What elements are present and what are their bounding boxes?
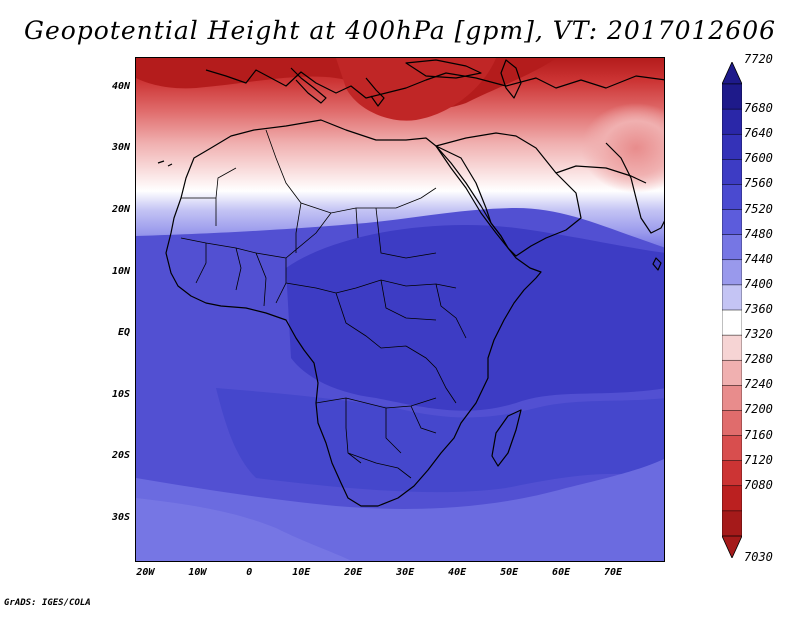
- coastline-layer: [157, 59, 664, 507]
- field-india-warm-anomaly: [581, 103, 664, 193]
- colorbar-segment: [722, 284, 742, 311]
- colorbar-level-label: 7640: [744, 126, 773, 141]
- field-northern-gradient: [136, 58, 664, 248]
- lon-tick-label: 50E: [500, 567, 519, 578]
- map-plot-area[interactable]: [135, 57, 665, 562]
- colorbar-level-label: 7520: [744, 201, 773, 216]
- colorbar-level-label: 7720: [744, 52, 773, 66]
- lon-tick-label: 10E: [292, 567, 311, 578]
- europe-coastline: [205, 69, 664, 99]
- colorbar-level-label: 7120: [744, 452, 773, 467]
- lon-tick-label: 20W: [136, 567, 155, 578]
- colorbar-segment: [722, 510, 742, 537]
- colorbar-level-label: 7560: [744, 176, 773, 191]
- map-title: Geopotential Height at 400hPa [gpm], VT:…: [23, 16, 777, 45]
- india-coastline: [605, 142, 664, 234]
- lat-tick-label: 10S: [111, 388, 130, 400]
- colorbar-segment: [722, 460, 742, 487]
- red-sea-coastline: [435, 145, 509, 249]
- colorbar-segment: [722, 209, 742, 236]
- colorbar-segment: [722, 334, 742, 361]
- lon-tick-label: 10W: [188, 567, 207, 578]
- colorbar-segment: [722, 435, 742, 462]
- colorbar-segment: [722, 485, 742, 512]
- lat-tick-label: 10N: [111, 265, 130, 277]
- lon-tick-label: 20E: [344, 567, 363, 578]
- colorbar-max-arrow: [722, 62, 742, 85]
- lon-tick-label: 70E: [604, 567, 623, 578]
- africa-coastline: [165, 119, 542, 507]
- colorbar-level-label: 7360: [744, 302, 773, 316]
- field-mid-blue-region: [216, 388, 664, 493]
- colorbar-segment: [722, 133, 742, 161]
- lat-tick-label: EQ: [117, 327, 130, 339]
- lat-tick-label: 30N: [111, 142, 130, 154]
- colorbar-level-label: 7320: [744, 327, 773, 342]
- colorbar-level-label: 7600: [744, 151, 773, 166]
- greece-coastline: [365, 77, 385, 107]
- colorbar-min-arrow: [722, 535, 742, 558]
- border-lines-west: [180, 237, 287, 307]
- sri-lanka-coastline: [652, 257, 662, 271]
- colorbar-segment: [722, 410, 742, 437]
- arabia-coastline: [435, 132, 582, 257]
- colorbar-segment: [722, 385, 742, 412]
- madagascar-coastline: [491, 409, 522, 467]
- lon-tick-label: 60E: [552, 567, 571, 578]
- iran-coastline: [555, 165, 647, 184]
- colorbar-level-label: 7200: [744, 402, 773, 417]
- lon-tick-label: 40E: [448, 567, 467, 578]
- colorbar-segment: [722, 159, 742, 186]
- field-deep-blue-band: [286, 224, 664, 411]
- colorbar-level-label: 7680: [744, 101, 773, 116]
- lon-tick-label: 0: [246, 567, 253, 578]
- lat-tick-label: 30S: [111, 511, 130, 523]
- colorbar-level-label: 7400: [744, 276, 773, 291]
- colorbar-segment: [722, 83, 742, 110]
- italy-coastline: [290, 67, 327, 104]
- black-sea-coastline: [405, 59, 482, 79]
- colorbar: [722, 62, 742, 558]
- border-lines-central: [285, 279, 467, 404]
- lat-tick-label: 20N: [111, 203, 130, 215]
- border-lines-north: [181, 129, 437, 259]
- canary-islands: [157, 160, 173, 167]
- colorbar-level-label: 7160: [744, 427, 773, 442]
- colorbar-level-label: 7240: [744, 377, 773, 392]
- colorbar-level-label: 7440: [744, 251, 773, 266]
- colorbar-segment: [722, 259, 742, 286]
- colorbar-level-label: 7080: [744, 477, 773, 492]
- colorbar-segment: [722, 359, 742, 387]
- field-levant-core: [336, 58, 496, 121]
- lat-tick-label: 20S: [111, 450, 130, 462]
- colorbar-level-label: 7280: [744, 352, 773, 367]
- field-south-indian-anomaly: [424, 548, 488, 561]
- field-south-atlantic-anomaly: [257, 538, 345, 561]
- colorbar-segment: [722, 184, 742, 211]
- geopotential-height-field: [136, 58, 664, 561]
- border-lines-south: [315, 397, 437, 479]
- colorbar-segment: [722, 108, 742, 135]
- colorbar-level-label: 7030: [744, 550, 773, 564]
- colorbar-segment: [722, 309, 742, 336]
- caspian-coastline: [500, 59, 522, 99]
- colorbar-level-label: 7480: [744, 226, 773, 241]
- border-layer: [180, 129, 467, 479]
- grads-credit: GrADS: IGES/COLA: [4, 598, 91, 608]
- lon-tick-label: 30E: [396, 567, 415, 578]
- colorbar-segment: [722, 234, 742, 261]
- lat-tick-label: 40N: [111, 80, 130, 92]
